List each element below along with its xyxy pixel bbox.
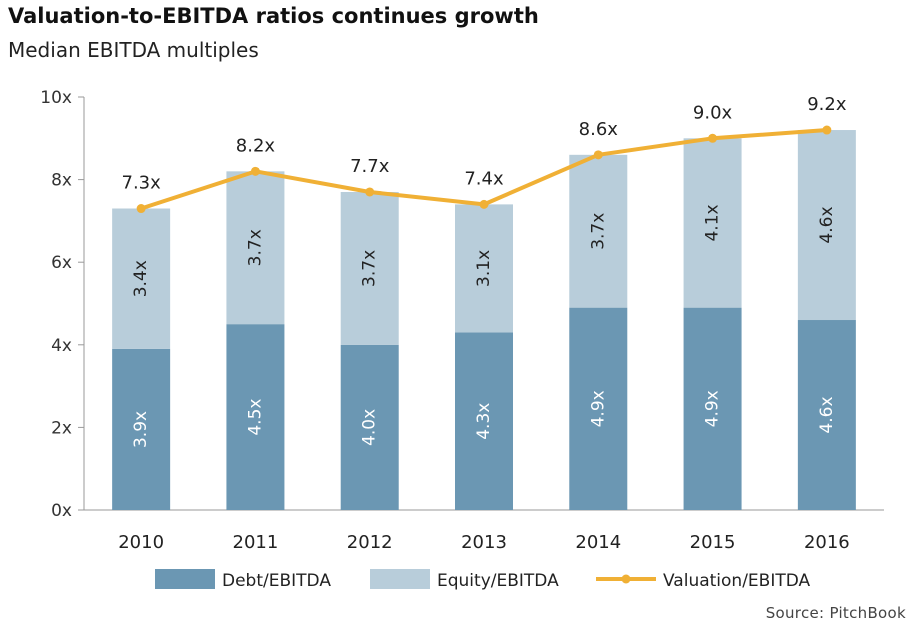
debt-data-label: 4.5x: [245, 399, 265, 436]
legend-swatch-debt: [155, 569, 215, 589]
valuation-data-label: 8.6x: [579, 119, 619, 140]
bar-debt: [683, 307, 742, 510]
x-tick-label: 2010: [118, 532, 164, 553]
y-tick-label: 0x: [51, 501, 72, 521]
valuation-point: [250, 166, 260, 176]
bar-equity: [226, 171, 285, 325]
valuation-point: [365, 187, 375, 197]
valuation-point: [479, 199, 489, 209]
y-tick-label: 10x: [40, 88, 72, 108]
bar-equity: [797, 130, 856, 321]
bar-debt: [112, 348, 171, 510]
debt-data-label: 4.9x: [588, 390, 608, 427]
equity-data-label: 3.7x: [588, 213, 608, 250]
valuation-data-label: 8.2x: [236, 135, 276, 156]
source-note: Source: PitchBook: [765, 604, 906, 622]
debt-data-label: 4.3x: [474, 403, 494, 440]
equity-data-label: 3.7x: [360, 250, 380, 287]
bar-equity: [112, 208, 171, 349]
y-tick-label: 8x: [51, 171, 72, 191]
debt-data-label: 4.0x: [360, 409, 380, 446]
x-tick-label: 2016: [804, 532, 850, 553]
y-tick-label: 4x: [51, 336, 72, 356]
valuation-point: [822, 125, 832, 135]
bar-debt: [797, 320, 856, 510]
equity-data-label: 4.1x: [703, 204, 723, 241]
x-tick-label: 2013: [461, 532, 507, 553]
bar-equity: [340, 191, 399, 345]
equity-data-label: 3.7x: [245, 229, 265, 266]
debt-data-label: 4.6x: [817, 396, 837, 433]
equity-data-label: 3.1x: [474, 250, 494, 287]
y-tick-label: 2x: [51, 418, 72, 438]
legend-label-equity: Equity/EBITDA: [437, 571, 559, 591]
equity-data-label: 3.4x: [131, 260, 151, 297]
bar-debt: [569, 307, 628, 510]
legend-swatch-equity: [370, 569, 430, 589]
x-tick-label: 2011: [233, 532, 279, 553]
chart-title: Valuation-to-EBITDA ratios continues gro…: [8, 4, 539, 28]
bar-equity: [683, 138, 742, 308]
valuation-data-label: 9.2x: [807, 94, 847, 115]
valuation-point: [593, 150, 603, 160]
chart-subtitle: Median EBITDA multiples: [8, 38, 259, 62]
bar-debt: [340, 344, 399, 510]
debt-data-label: 3.9x: [131, 411, 151, 448]
valuation-point: [136, 204, 146, 214]
bar-debt: [455, 332, 513, 510]
valuation-data-label: 9.0x: [693, 102, 733, 123]
legend-marker-valuation: [621, 574, 631, 584]
valuation-data-label: 7.7x: [350, 156, 390, 177]
legend-label-debt: Debt/EBITDA: [222, 571, 331, 591]
bar-debt: [226, 324, 285, 510]
x-tick-label: 2012: [347, 532, 393, 553]
bar-equity: [455, 204, 513, 333]
debt-data-label: 4.9x: [703, 390, 723, 427]
valuation-point: [708, 133, 718, 143]
valuation-data-label: 7.4x: [464, 168, 504, 189]
x-tick-label: 2015: [690, 532, 736, 553]
bar-equity: [569, 154, 628, 308]
x-tick-label: 2014: [575, 532, 621, 553]
valuation-data-label: 7.3x: [122, 173, 162, 194]
legend-label-valuation: Valuation/EBITDA: [663, 571, 811, 591]
equity-data-label: 4.6x: [817, 206, 837, 243]
y-tick-label: 6x: [51, 253, 72, 273]
